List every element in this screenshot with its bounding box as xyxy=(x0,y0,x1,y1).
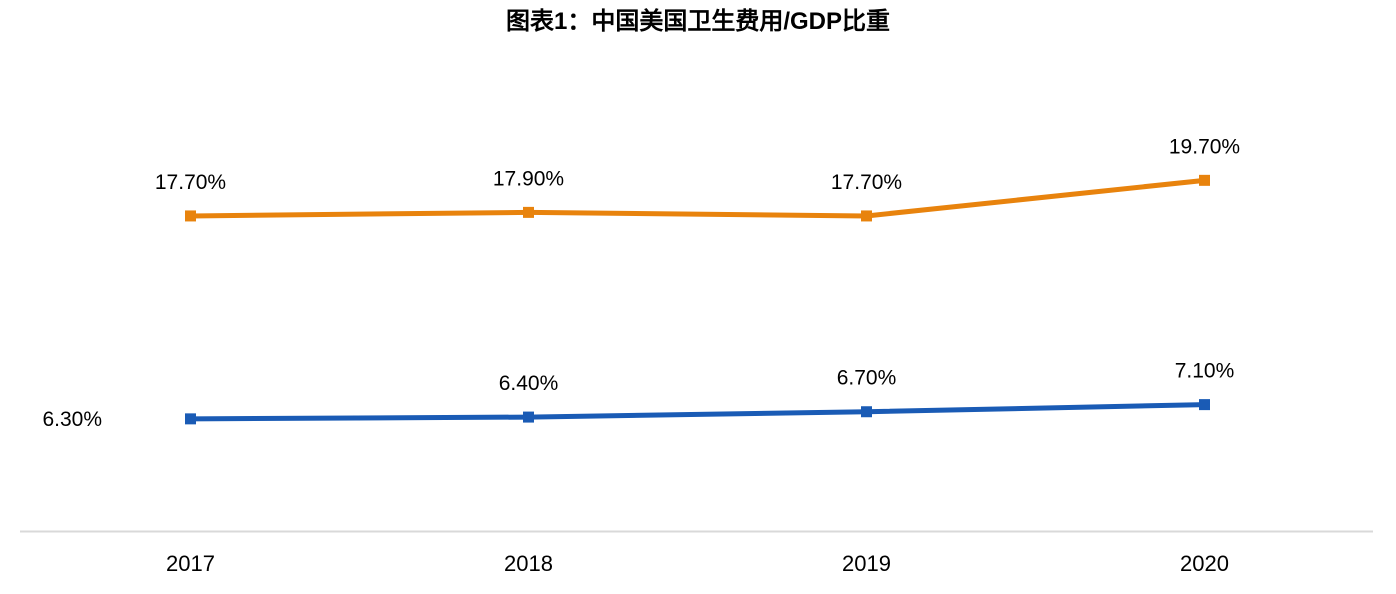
data-point-marker-blue-series xyxy=(1199,399,1210,411)
data-point-label: 6.30% xyxy=(42,408,102,431)
chart-title: 图表1：中国美国卫生费用/GDP比重 xyxy=(505,8,891,35)
data-point-label: 17.70% xyxy=(831,171,902,194)
data-point-marker-orange-series xyxy=(861,210,872,222)
data-point-label: 6.70% xyxy=(837,367,897,390)
data-point-label: 17.90% xyxy=(493,167,564,190)
data-point-label: 7.10% xyxy=(1175,360,1235,383)
data-point-label: 17.70% xyxy=(155,171,226,194)
data-point-label: 19.70% xyxy=(1169,135,1240,158)
data-point-marker-blue-series xyxy=(185,413,196,425)
x-axis-tick-label: 2017 xyxy=(166,551,215,576)
data-point-marker-blue-series xyxy=(861,406,872,418)
data-point-marker-blue-series xyxy=(523,411,534,423)
x-axis-tick-label: 2019 xyxy=(842,551,891,576)
series-line-orange-series xyxy=(188,177,1207,219)
x-axis-tick-label: 2018 xyxy=(504,551,553,576)
data-point-label: 6.40% xyxy=(499,372,559,395)
x-axis-tick-label: 2020 xyxy=(1180,551,1229,576)
data-point-marker-orange-series xyxy=(1199,174,1210,186)
data-point-marker-orange-series xyxy=(185,210,196,222)
series-line-blue-series xyxy=(188,402,1207,422)
data-point-marker-orange-series xyxy=(523,206,534,218)
